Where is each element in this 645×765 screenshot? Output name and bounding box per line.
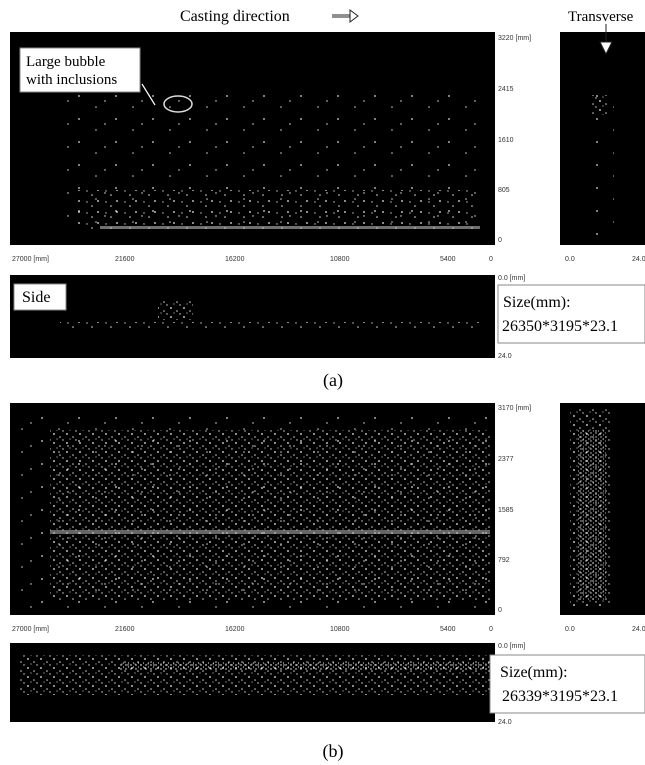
size-value: 26350*3195*23.1: [502, 318, 618, 335]
x-tick-label: 0: [489, 626, 493, 633]
x-tick-label: 16200: [225, 626, 245, 633]
x-tick-label: 27000 [mm]: [12, 626, 49, 633]
x-tick-label: 16200: [225, 256, 245, 263]
casting-direction: Casting direction: [180, 8, 290, 25]
x-tick-label: 10800: [330, 256, 350, 263]
side-tick-label: 0.0 [mm]: [498, 275, 525, 282]
panel-label: (b): [323, 741, 344, 762]
size-label: Size(mm):: [500, 664, 568, 681]
side-tick-label: 0.0 [mm]: [498, 643, 525, 650]
transverse-tick-label: 0.0: [565, 626, 575, 633]
transverse-label: Transverse: [568, 9, 634, 25]
transverse-tick-label: 24.0: [632, 626, 645, 633]
y-tick-label: 2415: [498, 86, 514, 93]
side-tick-label: 24.0: [498, 719, 512, 726]
y-tick-label: 805: [498, 187, 510, 194]
transverse-tick-label: 0.0: [565, 256, 575, 263]
y-tick-label: 1610: [498, 137, 514, 144]
y-tick-label: 3220 [mm]: [498, 35, 531, 42]
figure: 3220 [mm] 2415 1610 805 0 27000 [mm] 21600 1620…: [0, 0, 645, 765]
y-tick-label: 2377: [498, 456, 514, 463]
y-tick-label: 0: [498, 237, 502, 244]
side-tick-label: 24.0: [498, 353, 512, 360]
x-tick-label: 10800: [330, 626, 350, 633]
x-tick-label: 5400: [440, 626, 456, 633]
x-tick-label: 21600: [115, 256, 135, 263]
y-tick-label: 0: [498, 607, 502, 614]
y-tick-label: 792: [498, 557, 510, 564]
y-tick-label: 3170 [mm]: [498, 405, 531, 412]
x-tick-label: 27000 [mm]: [12, 256, 49, 263]
annotation: with inclusions: [26, 72, 117, 88]
x-tick-label: 21600: [115, 626, 135, 633]
annotation: Large bubble: [26, 54, 106, 70]
x-tick-label: 5400: [440, 256, 456, 263]
size-label: Size(mm):: [503, 294, 571, 311]
side-label: Side: [22, 289, 50, 306]
size-value: 26339*3195*23.1: [502, 688, 618, 705]
transverse-tick-label: 24.0: [632, 256, 645, 263]
y-tick-label: 1585: [498, 507, 514, 514]
panel-label: (a): [323, 370, 343, 391]
x-tick-label: 0: [489, 256, 493, 263]
